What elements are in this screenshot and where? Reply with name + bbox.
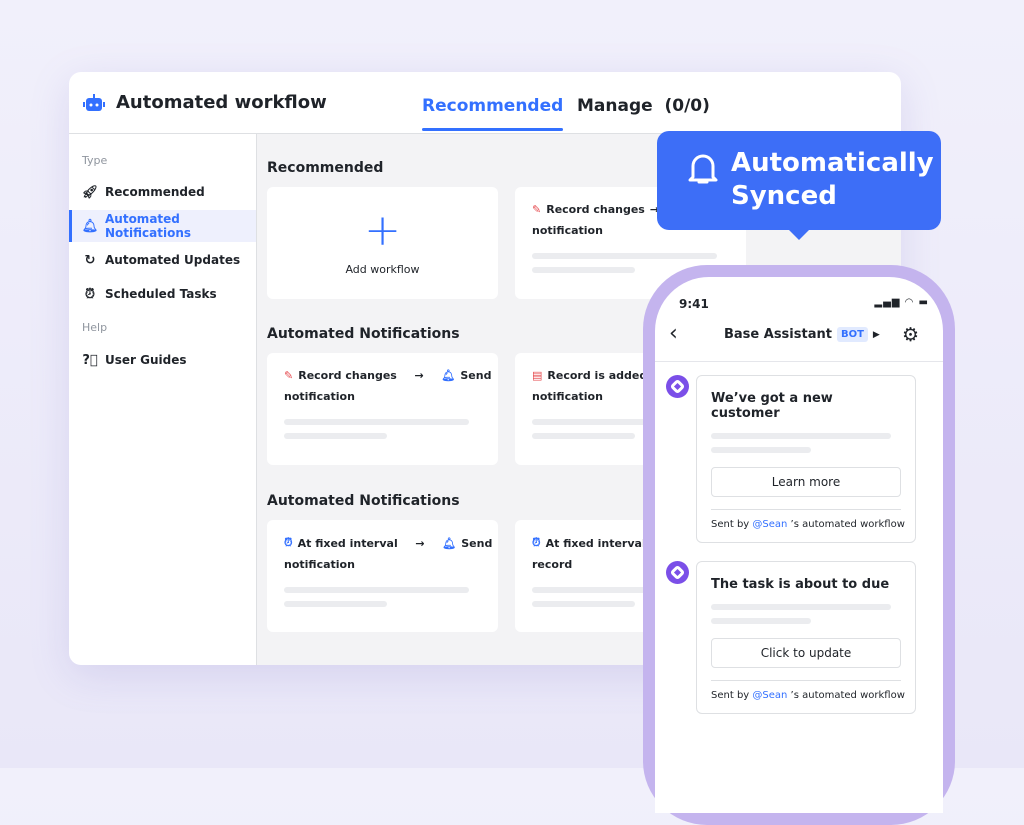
back-icon[interactable]: ‹ (669, 321, 678, 346)
robot-icon (83, 94, 105, 111)
sent-prefix: Sent by (711, 690, 750, 701)
message-title: We’ve got a new customer (711, 391, 833, 421)
section-title: Automated Notifications (267, 326, 460, 342)
action-detail: notification (284, 390, 355, 403)
click-to-update-button[interactable]: Click to update (711, 638, 901, 668)
message-title: The task is about to due (711, 577, 890, 592)
workflow-card[interactable]: ⏰︎ At fixed interval → 🔔︎ Send notificatio… (267, 520, 498, 632)
trigger-label: Record changes (298, 369, 397, 382)
add-workflow-label: Add workflow (345, 263, 420, 276)
arrow-icon: → (649, 203, 660, 216)
action-detail: record (532, 558, 573, 571)
header: Automated workflow Recommended Manage (0… (69, 72, 901, 134)
pencil-icon: ✎ (284, 369, 294, 382)
learn-more-button[interactable]: Learn more (711, 467, 901, 497)
tab-recommended[interactable]: Recommended (422, 96, 564, 131)
trigger-label: Record changes (546, 203, 645, 216)
sidebar-item-automated-notifications[interactable]: 🔔︎ Automated Notifications (69, 210, 256, 242)
bell-icon: 🔔︎ (442, 536, 457, 550)
sent-by: Sent by @Sean ’s automated workflow (711, 509, 905, 542)
sidebar-item-label: Recommended (105, 185, 205, 199)
message-card: The task is about to due Click to update… (696, 561, 916, 714)
trigger-label: At fixed interval (545, 536, 646, 550)
sent-prefix: Sent by (711, 519, 750, 530)
action-detail: notification (532, 390, 603, 403)
tooltip-text: Automatically Synced (731, 148, 934, 211)
status-time: 9:41 (679, 297, 709, 311)
refresh-icon: ↻ (84, 252, 96, 268)
bot-badge: BOT (836, 327, 868, 342)
sidebar-group-type: Type (82, 154, 108, 167)
gear-icon[interactable]: ⚙ (901, 324, 919, 346)
arrow-icon: → (415, 536, 425, 550)
sidebar-group-help: Help (82, 321, 108, 334)
bell-icon: 🔔︎ (81, 218, 99, 234)
sidebar-item-user-guides[interactable]: ?⃝ User Guides (69, 344, 256, 376)
sent-suffix: ’s automated workflow (790, 690, 905, 701)
workflow-card[interactable]: ✎ Record changes → 🔔︎ Send notification (267, 353, 498, 465)
alarm-clock-icon: ⏰︎ (84, 286, 96, 302)
chat-title[interactable]: Base Assistant BOT ▶ (724, 327, 880, 342)
tab-manage[interactable]: Manage (0/0) (577, 96, 710, 116)
mention-link[interactable]: @Sean (752, 519, 788, 530)
record-add-icon: ▤ (532, 369, 543, 382)
action-label: Send (461, 536, 493, 550)
caret-right-icon: ▶ (872, 329, 880, 340)
phone-screen: 9:41 ▂▄▆ ◠ ▬ ‹ Base Assistant BOT ▶ ⚙ We’v… (655, 277, 943, 813)
add-workflow-card[interactable]: + Add workflow (267, 187, 498, 299)
bot-avatar (666, 561, 689, 584)
sidebar: Type 🚀︎ Recommended 🔔︎ Automated Notificat… (69, 134, 257, 665)
trigger-label: Record is added (547, 369, 648, 382)
section-title: Automated Notifications (267, 493, 460, 509)
sidebar-item-scheduled-tasks[interactable]: ⏰︎ Scheduled Tasks (69, 278, 256, 310)
sidebar-item-automated-updates[interactable]: ↻ Automated Updates (69, 244, 256, 276)
mention-link[interactable]: @Sean (752, 690, 788, 701)
sent-by: Sent by @Sean ’s automated workflow (711, 680, 905, 713)
sidebar-item-recommended[interactable]: 🚀︎ Recommended (69, 176, 256, 208)
phone-mockup: 9:41 ▂▄▆ ◠ ▬ ‹ Base Assistant BOT ▶ ⚙ We’v… (643, 265, 955, 825)
chat-title-text: Base Assistant (724, 327, 832, 342)
help-circle-icon: ?⃝ (82, 352, 98, 368)
app-title: Automated workflow (116, 92, 327, 113)
rocket-icon: 🚀︎ (81, 184, 99, 200)
sent-suffix: ’s automated workflow (790, 519, 905, 530)
alarm-clock-icon: ⏰︎ (284, 536, 293, 549)
message-card: We’ve got a new customer Learn more Sent… (696, 375, 916, 543)
trigger-label: At fixed interval (297, 536, 398, 550)
action-label: notification (532, 224, 603, 237)
action-label: Send (460, 369, 492, 382)
sidebar-item-label: Scheduled Tasks (105, 287, 217, 301)
action-detail: notification (284, 558, 355, 571)
alarm-clock-icon: ⏰︎ (532, 536, 541, 549)
section-title: Recommended (267, 160, 384, 176)
chat-header: ‹ Base Assistant BOT ▶ ⚙ (655, 319, 943, 362)
sidebar-item-label: User Guides (105, 353, 187, 367)
plus-icon: + (364, 205, 401, 256)
arrow-icon: → (414, 369, 424, 382)
sidebar-item-label: Automated Updates (105, 253, 241, 267)
synced-tooltip: Automatically Synced (657, 131, 941, 240)
bell-icon (688, 154, 718, 184)
bot-avatar (666, 375, 689, 398)
pencil-icon: ✎ (532, 203, 542, 216)
sidebar-item-label: Automated Notifications (105, 212, 192, 240)
bell-icon: 🔔︎ (441, 369, 456, 382)
status-icons: ▂▄▆ ◠ ▬ (874, 297, 929, 308)
